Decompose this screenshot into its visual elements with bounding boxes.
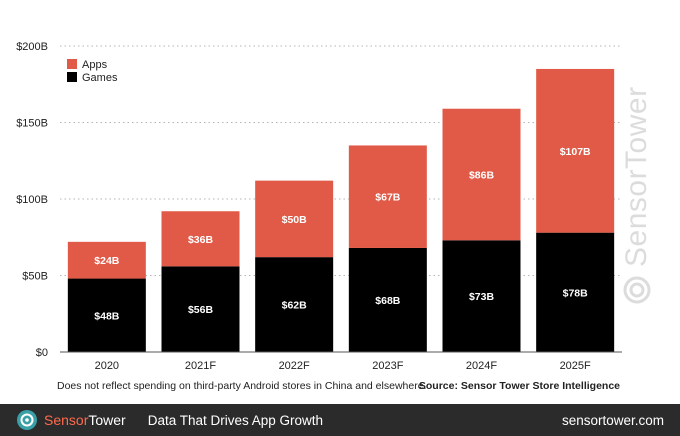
footer-brand-part1: Sensor: [44, 412, 89, 428]
y-tick-label: $50B: [22, 271, 48, 283]
footer-tagline: Data That Drives App Growth: [147, 412, 324, 428]
data-label-apps: $67B: [375, 192, 401, 204]
data-label-games: $48B: [94, 310, 120, 322]
footer-brand-part2: Tower: [88, 412, 126, 428]
data-label-games: $56B: [188, 304, 214, 316]
bar-apps-2021f: [161, 211, 240, 267]
bar-apps-2020: [67, 241, 146, 279]
bar-apps-2022f: [255, 180, 334, 258]
y-tick-label: $0: [36, 347, 48, 359]
bar-games-2022f: [255, 257, 334, 352]
x-tick-label: 2020: [95, 360, 119, 372]
y-tick-label: $200B: [16, 41, 48, 53]
data-label-apps: $86B: [469, 170, 495, 182]
bar-games-2021f: [161, 266, 240, 352]
watermark-brand-part2: Tower: [620, 86, 653, 169]
data-label-apps: $107B: [560, 146, 591, 158]
footer-site-link[interactable]: sensortower.com: [561, 412, 664, 428]
bar-games-2025f: [536, 232, 615, 352]
bar-apps-2023f: [348, 145, 427, 248]
data-label-games: $73B: [469, 291, 495, 303]
y-tick-label: $100B: [16, 194, 48, 206]
chart-footnote: Does not reflect spending on third-party…: [57, 380, 427, 392]
data-label-apps: $36B: [188, 234, 214, 246]
x-tick-label: 2023F: [372, 360, 403, 372]
bar-apps-2024f: [442, 108, 521, 241]
chart: $48B $24B $56B $36B $62B $50B $68B $67B $73B $86B…: [16, 41, 622, 372]
data-label-games: $78B: [563, 287, 589, 299]
chart-source: Source: Sensor Tower Store Intelligence: [418, 380, 620, 392]
y-tick-label: $150B: [16, 118, 48, 130]
legend-label-games: Games: [82, 72, 118, 84]
data-label-apps: $24B: [94, 255, 120, 267]
bar-apps-2025f: [536, 68, 615, 233]
bar-games-2024f: [442, 240, 521, 352]
data-label-games: $68B: [375, 295, 401, 307]
x-tick-label: 2022F: [279, 360, 310, 372]
x-tick-label: 2024F: [466, 360, 497, 372]
data-label-games: $62B: [282, 300, 308, 312]
data-label-apps: $50B: [282, 214, 308, 226]
watermark-brand-part1: Sensor: [620, 168, 653, 267]
legend-swatch-games: [67, 72, 77, 82]
legend-swatch-apps: [67, 59, 77, 69]
bar-games-2023f: [348, 247, 427, 352]
x-tick-label: 2025F: [560, 360, 591, 372]
footer-brand: SensorTower: [44, 412, 126, 428]
footer-bar: SensorTower Data That Drives App Growth …: [0, 404, 680, 436]
sensortower-watermark-icon: [623, 276, 651, 304]
sensortower-watermark: Sensor Tower: [620, 85, 654, 305]
sensortower-logo-icon: [17, 410, 37, 430]
x-tick-label: 2021F: [185, 360, 216, 372]
legend-label-apps: Apps: [82, 59, 108, 71]
bar-games-2020: [67, 278, 146, 352]
